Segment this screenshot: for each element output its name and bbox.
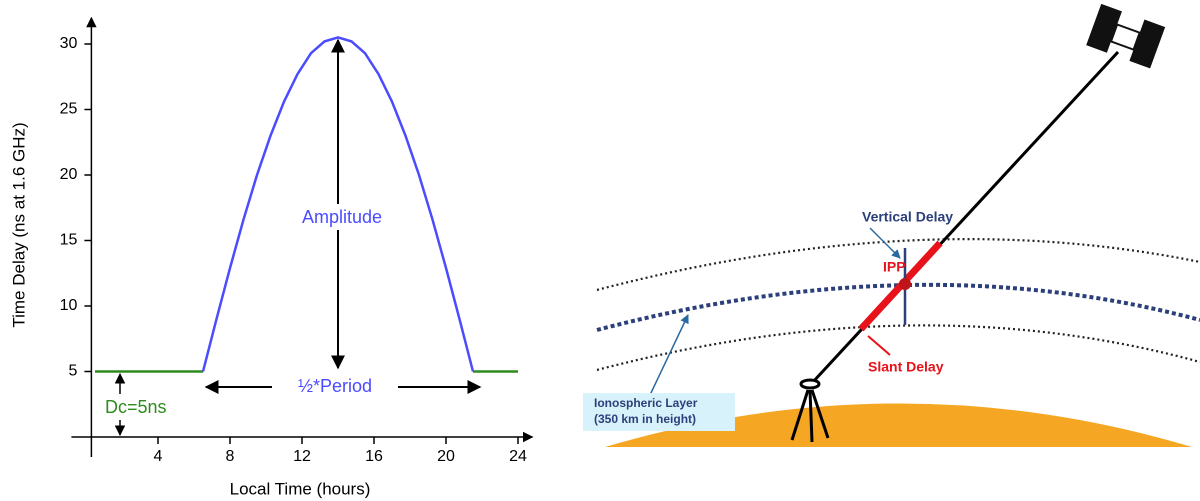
slant-delay-pointer xyxy=(868,336,890,355)
y-tick-label: 30 xyxy=(60,35,78,52)
vertical-delay-label: Vertical Delay xyxy=(862,209,953,225)
period-label: ½*Period xyxy=(298,376,372,396)
y-tick-label: 15 xyxy=(60,232,78,249)
x-axis-label: Local Time (hours) xyxy=(230,479,371,498)
x-tick-label: 24 xyxy=(509,448,527,465)
dc-label: Dc=5ns xyxy=(105,397,167,417)
layer-label: (350 km in height) xyxy=(594,412,696,426)
amplitude-label: Amplitude xyxy=(302,207,382,227)
x-tick-label: 16 xyxy=(365,448,383,465)
y-tick-label: 10 xyxy=(60,297,78,314)
y-tick-label: 20 xyxy=(60,166,78,183)
y-tick-label: 25 xyxy=(60,101,78,118)
y-tick-label: 5 xyxy=(68,363,77,380)
slant-delay-label: Slant Delay xyxy=(868,359,944,375)
ipp-label: IPP xyxy=(883,259,906,275)
figure: 4 8 12 16 20 24 5 10 15 20 25 30 Local Time (hours) T… xyxy=(0,0,1200,501)
x-tick-label: 8 xyxy=(226,448,235,465)
layer-label: Ionospheric Layer xyxy=(594,396,698,410)
x-tick-label: 12 xyxy=(293,448,311,465)
satellite xyxy=(1086,4,1165,69)
x-tick-label: 4 xyxy=(154,448,163,465)
y-axis-label: Time Delay (ns at 1.6 GHz) xyxy=(9,122,28,327)
delay-chart: 4 8 12 16 20 24 5 10 15 20 25 30 Local Time (hours) T… xyxy=(9,18,532,499)
ipp-point xyxy=(899,278,911,290)
x-tick-label: 20 xyxy=(437,448,455,465)
ionosphere-diagram: Vertical Delay IPP Slant Delay Ionospher… xyxy=(583,4,1200,447)
signal-path xyxy=(812,52,1118,383)
